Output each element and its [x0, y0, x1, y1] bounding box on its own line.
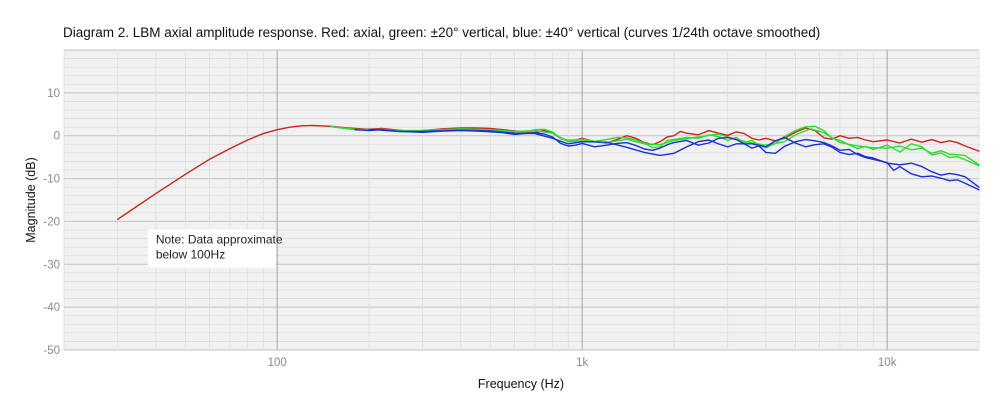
x-tick-label: 100 [268, 357, 287, 369]
chart-title: Diagram 2. LBM axial amplitude response.… [63, 25, 820, 40]
series-line-5 [368, 128, 980, 188]
grid [63, 49, 980, 351]
note-annotation: Note: Data approximate below 100Hz [147, 229, 283, 268]
note-box [147, 229, 276, 268]
y-tick-label: -30 [43, 259, 60, 271]
y-tick-label: 0 [54, 131, 60, 143]
plot-area [64, 50, 979, 350]
series-layer [117, 124, 980, 220]
x-tick-labels: 100 1k 10k [268, 357, 897, 369]
note-line-1: Note: Data approximate [156, 233, 283, 247]
x-tick-label: 10k [878, 357, 897, 369]
x-tick-label: 1k [576, 357, 588, 369]
y-axis-label: Magnitude (dB) [24, 157, 38, 242]
x-axis-label: Frequency (Hz) [478, 377, 564, 391]
y-tick-label: 10 [47, 88, 60, 100]
y-tick-label: -20 [43, 216, 60, 228]
y-tick-label: -50 [43, 345, 60, 357]
y-tick-label: -40 [43, 302, 60, 314]
y-tick-label: -10 [43, 174, 60, 186]
y-tick-labels: 10 0 -10 -20 -30 -40 -50 [43, 88, 60, 357]
note-line-2: below 100Hz [156, 248, 225, 262]
